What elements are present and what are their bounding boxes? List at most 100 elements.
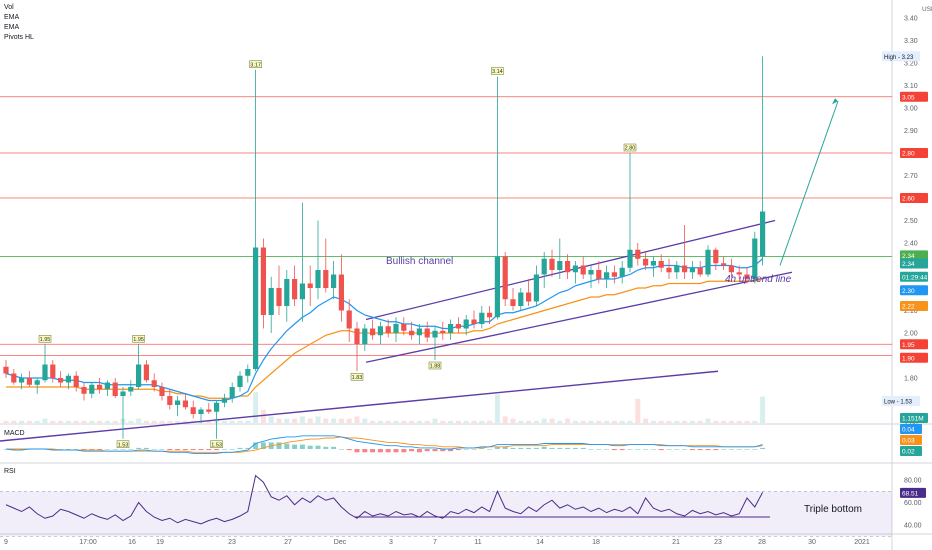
volume-bar — [736, 420, 742, 423]
macd-histogram-bar — [19, 449, 25, 451]
macd-histogram-bar — [175, 449, 181, 451]
candle-body — [276, 288, 282, 306]
candle-body — [307, 283, 313, 288]
price-badge-bg — [900, 271, 928, 282]
price-tick-label: 2.70 — [904, 173, 918, 180]
candle — [292, 265, 298, 306]
legend-item-vol[interactable]: Vol — [4, 4, 14, 11]
legend-item-ema-2[interactable]: EMA — [4, 24, 20, 31]
candle — [143, 360, 149, 383]
macd-histogram-bar — [221, 449, 227, 450]
candle — [104, 380, 110, 396]
rsi-tick-label: 40.00 — [904, 523, 922, 530]
volume-bar — [487, 420, 493, 423]
price-badge-bg — [900, 250, 928, 261]
price-tick-label: 3.20 — [904, 61, 918, 68]
candle — [11, 369, 17, 385]
macd-histogram-bar — [455, 449, 461, 451]
legend-item-ema-1[interactable]: EMA — [4, 14, 20, 21]
price-badge-bg — [900, 285, 928, 296]
price-tick-label: 2.00 — [904, 331, 918, 338]
macd-histogram-bar — [97, 449, 103, 451]
volume-bar — [416, 420, 422, 423]
candle — [276, 265, 282, 315]
macd-histogram-bar — [689, 449, 695, 451]
macd-histogram-bar — [713, 449, 719, 451]
candle-body — [494, 256, 500, 318]
price-badge-bg — [900, 339, 928, 350]
candle-body — [658, 261, 664, 268]
price-tick-label: 2.90 — [904, 128, 918, 135]
candle — [299, 202, 305, 322]
candle — [284, 270, 290, 322]
candle — [487, 306, 493, 324]
macd-histogram-bar — [736, 449, 742, 450]
price-badge-text: 1.151M — [902, 416, 924, 423]
macd-histogram-bar — [299, 444, 305, 449]
candle — [674, 261, 680, 279]
candle — [518, 288, 524, 311]
volume-bar — [440, 420, 446, 423]
volume-bar — [206, 420, 212, 423]
time-tick-label: 19 — [156, 539, 164, 546]
candle — [721, 256, 727, 270]
macd-badge-text: 0.04 — [902, 427, 915, 434]
macd-histogram-bar — [81, 449, 87, 451]
candle — [34, 378, 40, 394]
candle — [533, 265, 539, 306]
candle — [206, 402, 212, 414]
candle — [401, 317, 407, 336]
volume-bar — [526, 420, 532, 423]
volume-bar — [362, 418, 368, 423]
volume-bar — [533, 420, 539, 423]
low-label: Low - 1.53 — [884, 400, 913, 406]
legend-item-pivots[interactable]: Pivots HL — [4, 34, 34, 41]
price-badge-bg — [900, 413, 928, 423]
candle — [658, 254, 664, 273]
macd-histogram-bar — [463, 449, 469, 450]
candle-body — [354, 328, 360, 345]
volume-bar — [502, 416, 508, 423]
high-label: High - 3.23 — [884, 55, 914, 61]
macd-histogram-bar — [619, 449, 625, 451]
candle — [424, 321, 430, 342]
macd-histogram-bar — [752, 449, 758, 450]
macd-badge-bg — [900, 424, 922, 434]
candle-body — [299, 283, 305, 300]
volume-bar — [104, 420, 110, 423]
rsi-pane-label[interactable]: RSI — [4, 468, 16, 475]
volume-bar — [159, 420, 165, 423]
candle-body — [697, 267, 703, 275]
candle-body — [338, 274, 344, 311]
candle-body — [393, 324, 399, 333]
candle-body — [26, 378, 32, 385]
volume-bar — [354, 416, 360, 423]
macd-histogram-bar — [760, 447, 766, 449]
candle — [736, 265, 742, 279]
candle — [112, 378, 118, 399]
volume-bar — [276, 418, 282, 423]
macd-pane-label[interactable]: MACD — [4, 430, 25, 437]
candle — [73, 371, 79, 392]
candle-body — [533, 274, 539, 302]
candle — [697, 261, 703, 277]
volume-bar — [463, 420, 469, 423]
volume-bar — [393, 420, 399, 423]
macd-histogram-bar — [658, 449, 664, 451]
candle-body — [206, 409, 212, 412]
candle — [494, 76, 500, 320]
candle-body — [682, 265, 688, 273]
candle — [448, 319, 454, 340]
macd-histogram-bar — [284, 443, 290, 449]
candle — [760, 56, 766, 266]
macd-histogram-bar — [346, 449, 352, 451]
candle-body — [479, 312, 485, 324]
pivot-label-box — [116, 440, 130, 448]
volume-bar — [89, 420, 95, 423]
pivot-label: 3.17 — [250, 62, 261, 68]
candle — [635, 243, 641, 266]
volume-bar — [713, 420, 719, 423]
volume-bar — [143, 420, 149, 423]
